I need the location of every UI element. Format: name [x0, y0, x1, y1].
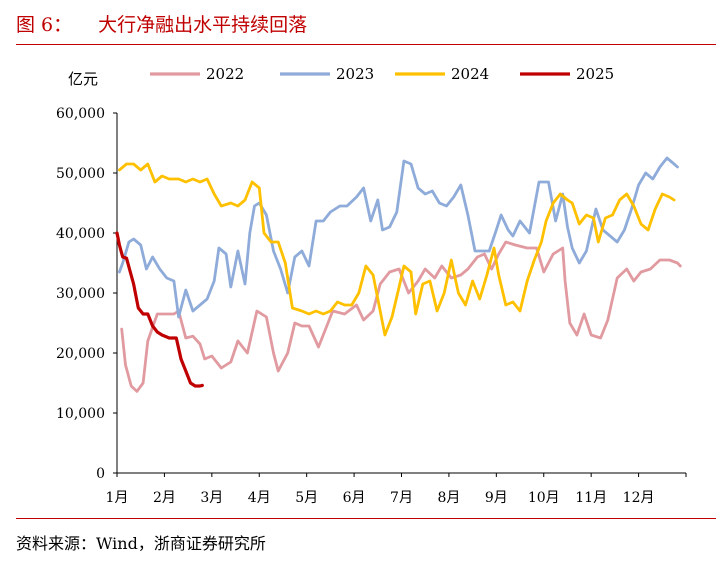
y-axis-unit: 亿元	[68, 70, 98, 88]
title-divider	[16, 44, 716, 45]
series-line-2023	[118, 156, 679, 319]
legend-label-2022: 2022	[206, 65, 244, 83]
x-tick-label: 12月	[623, 490, 655, 506]
series-line-2025	[115, 231, 204, 388]
y-tick-label: 10,000	[56, 406, 105, 422]
y-tick-label: 30,000	[56, 286, 105, 302]
x-tick-label: 2月	[153, 490, 176, 506]
source-note: 资料来源：Wind，浙商证券研究所	[16, 534, 266, 553]
x-tick-label: 5月	[295, 490, 318, 506]
y-tick-label: 0	[96, 466, 105, 482]
axes-layer: 0 10,000 20,000 30,000 40,000 50,000 60,000 亿元 1…	[56, 70, 687, 506]
x-tick-label: 8月	[437, 490, 460, 506]
figure-title-bar: 图 6： 大行净融出水平持续回落	[16, 10, 307, 37]
x-tick-label: 11月	[575, 490, 607, 506]
x-tick-label: 6月	[343, 490, 366, 506]
y-tick-label: 20,000	[56, 346, 105, 362]
y-tick-label: 40,000	[56, 226, 105, 242]
figure-label: 图 6：	[16, 14, 73, 36]
legend-label-2025: 2025	[576, 65, 614, 83]
x-tick-label: 4月	[248, 490, 271, 506]
legend: 2022 2023 2024 2025	[150, 65, 614, 83]
series-line-2022	[120, 240, 682, 393]
x-tick-label: 3月	[200, 490, 223, 506]
y-tick-label: 50,000	[56, 166, 105, 182]
series-line-2024	[118, 162, 676, 337]
footer-divider	[16, 518, 716, 519]
figure-title: 大行净融出水平持续回落	[98, 14, 308, 36]
legend-label-2023: 2023	[336, 65, 374, 83]
x-tick-label: 7月	[390, 490, 413, 506]
x-tick-label: 10月	[528, 490, 560, 506]
x-tick-label: 1月	[106, 490, 129, 506]
x-tick-label: 9月	[485, 490, 508, 506]
series-layer	[115, 156, 682, 393]
legend-label-2024: 2024	[451, 65, 489, 83]
y-tick-label: 60,000	[56, 106, 105, 122]
